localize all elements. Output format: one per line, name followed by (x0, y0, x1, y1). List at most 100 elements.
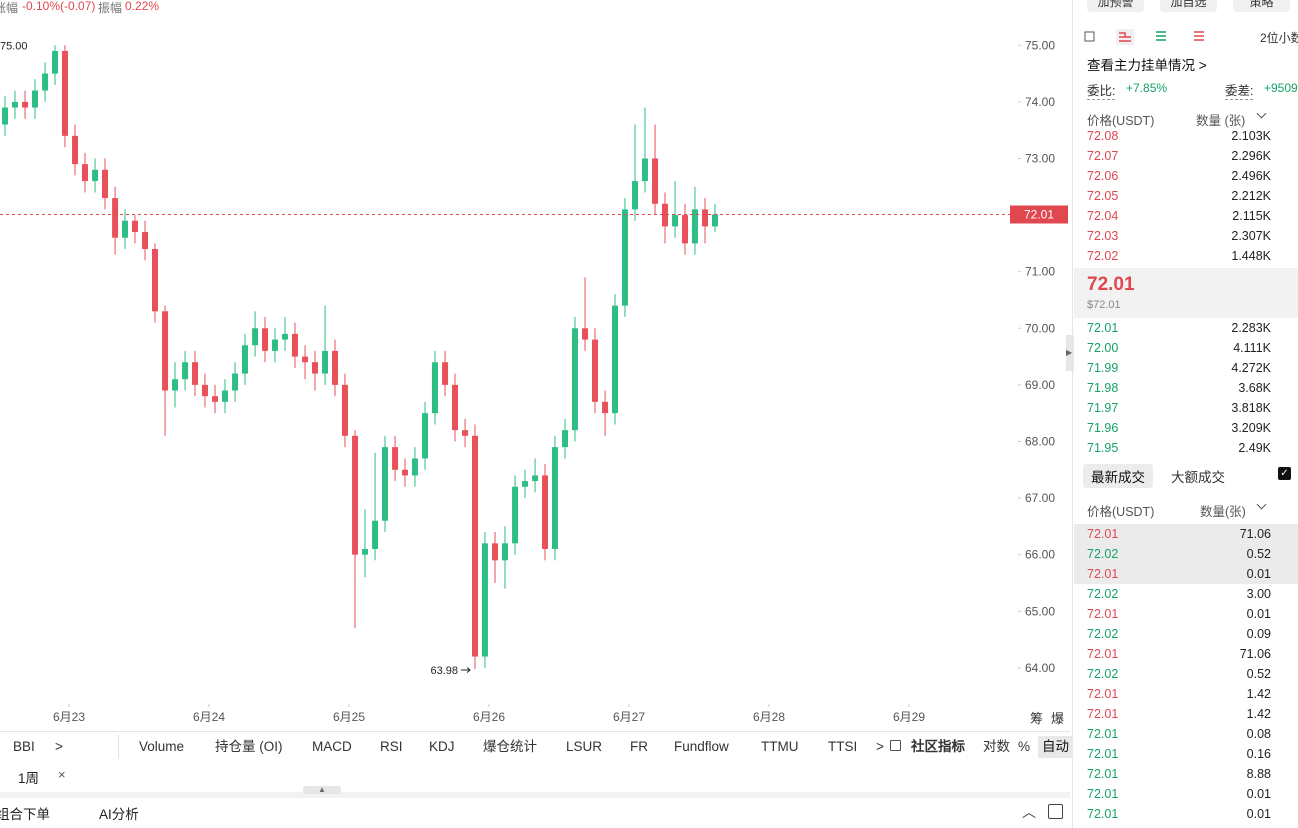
trade-price: 72.01 (1087, 687, 1119, 701)
candle-body (232, 373, 239, 391)
x-tick-label: 6月28 (753, 710, 785, 724)
expand-icon[interactable] (1048, 804, 1063, 819)
candle-body (171, 379, 178, 391)
icon[interactable] (1194, 31, 1204, 41)
high-label: 75.00 (0, 40, 28, 52)
candle-body (92, 169, 99, 182)
candle-body (562, 430, 569, 448)
book-price: 72.00 (1087, 341, 1119, 355)
panel-icons (1084, 29, 1204, 45)
trade-qty: 0.01 (1246, 567, 1271, 581)
y-tick-label: 66.00 (1025, 548, 1055, 562)
splitter-handle[interactable]: ▲ (303, 786, 341, 794)
trade-qty: 71.06 (1239, 527, 1271, 541)
axis-side-label: 爆 (1051, 711, 1064, 726)
axis-side-label: 筹 (1030, 711, 1043, 726)
book-qty: 4.111K (1233, 341, 1271, 355)
candle-body (641, 158, 648, 182)
candle-body (472, 435, 479, 657)
indicator-tab[interactable]: MACD (312, 739, 352, 754)
indicator-tab[interactable]: Volume (139, 739, 185, 754)
indicator-tab[interactable]: FR (630, 739, 648, 754)
bottom-tab[interactable]: AI分析 (99, 807, 139, 822)
candle-body (711, 214, 718, 227)
indicator-tab[interactable]: 爆仓统计 (483, 739, 537, 754)
indicator-tab[interactable]: KDJ (429, 739, 455, 754)
trade-price: 72.02 (1087, 667, 1119, 681)
divider (0, 731, 1070, 732)
x-tick-label: 6月23 (53, 710, 85, 724)
book-qty: 3.818K (1231, 401, 1271, 415)
change-value: -0.10%(-0.07) (22, 0, 96, 13)
indicator-tab[interactable]: % (1018, 739, 1031, 754)
bottom-tab[interactable]: 组合下单 (0, 807, 50, 822)
amp-value: 0.22% (125, 0, 160, 13)
indicator-tab[interactable]: LSUR (566, 739, 603, 754)
candle-body (201, 384, 208, 397)
candle-body (221, 390, 228, 402)
depth-link[interactable]: 查看主力挂单情况 > (1087, 58, 1207, 73)
indicator-tab[interactable]: BBI (13, 739, 35, 754)
icon[interactable] (1156, 31, 1166, 41)
candle-body (402, 469, 409, 476)
x-tick-label: 6月26 (473, 710, 505, 724)
divider (118, 735, 119, 759)
indicator-tab[interactable]: Fundflow (674, 739, 729, 754)
candle-body (462, 430, 469, 436)
trade-tab[interactable]: 最新成交 (1083, 464, 1153, 488)
indicator-tab[interactable]: 社区指标 (911, 739, 965, 754)
candle-body (42, 73, 49, 91)
indicator-tab[interactable]: TTSI (828, 739, 858, 754)
book-price: 72.07 (1087, 149, 1119, 163)
candle-body (582, 328, 589, 340)
x-tick-label: 6月29 (893, 710, 925, 724)
indicator-tab[interactable]: RSI (380, 739, 403, 754)
book-price: 71.98 (1087, 381, 1119, 395)
edit-icon[interactable] (890, 740, 901, 751)
trade-price: 72.01 (1087, 607, 1119, 621)
trade-price: 72.01 (1087, 647, 1119, 661)
panel-button[interactable]: 策略 (1233, 0, 1290, 12)
icon[interactable] (1084, 31, 1095, 42)
checkbox[interactable]: ✓ (1278, 467, 1291, 480)
indicator-tab[interactable]: > (55, 739, 63, 754)
book-price: 72.01 (1087, 321, 1119, 335)
panel-button[interactable]: 加预警 (1087, 0, 1144, 12)
panel-button[interactable]: 加自选 (1160, 0, 1217, 12)
last-price-tag (1010, 205, 1068, 224)
indicator-tab[interactable]: 持仓量 (OI) (215, 739, 283, 754)
trade-price-header: 价格(USDT) (1087, 505, 1155, 519)
collapse-icon[interactable]: ︿ (1022, 804, 1036, 820)
candle-body (512, 486, 519, 544)
indicator-tab[interactable]: TTMU (761, 739, 799, 754)
trade-highlight (1074, 564, 1298, 584)
indicator-tab[interactable]: 自动 (1038, 736, 1073, 758)
last-price: 72.01 (1087, 274, 1135, 295)
book-price: 72.06 (1087, 169, 1119, 183)
period-close[interactable]: × (58, 767, 66, 782)
book-price: 71.95 (1087, 441, 1119, 455)
book-price: 72.02 (1087, 249, 1119, 263)
trade-qty: 3.00 (1246, 587, 1271, 601)
trade-highlight (1074, 524, 1298, 544)
candle-body (372, 520, 379, 549)
decimals[interactable]: 2位小数 (1260, 31, 1298, 45)
book-qty: 2.496K (1231, 169, 1271, 183)
y-tick-label: 75.00 (1025, 38, 1055, 52)
panel-toggle[interactable]: ▶ (1066, 335, 1074, 371)
y-tick-label: 65.00 (1025, 604, 1055, 618)
candle-body (451, 384, 458, 431)
trade-tab[interactable]: 大额成交 (1171, 470, 1225, 485)
book-price: 72.04 (1087, 209, 1119, 223)
indicator-tab[interactable]: > (876, 739, 884, 754)
book-qty: 4.272K (1231, 361, 1271, 375)
candle-body (672, 215, 679, 227)
candle-body (182, 362, 189, 380)
candle-body (551, 447, 558, 549)
y-tick-label: 73.00 (1025, 151, 1055, 165)
period[interactable]: 1周 (18, 771, 40, 786)
trade-price: 72.01 (1087, 787, 1119, 801)
x-tick-label: 6月27 (613, 710, 645, 724)
candle-body (602, 401, 609, 414)
indicator-tab[interactable]: 对数 (983, 739, 1010, 754)
